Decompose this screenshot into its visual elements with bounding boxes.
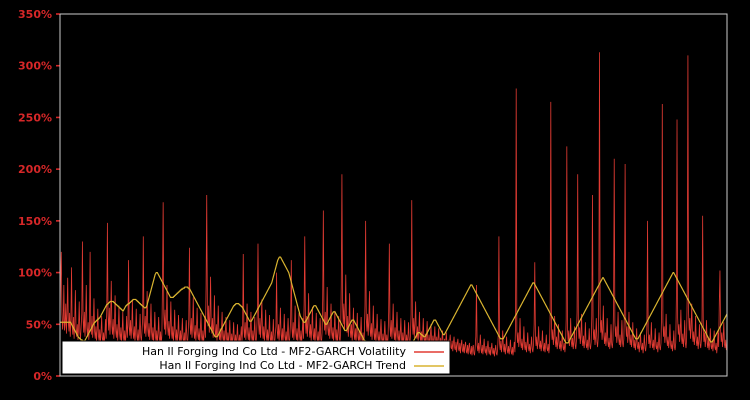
y-axis-tick-label: 100%: [18, 267, 52, 280]
legend-label-volatility: Han Il Forging Ind Co Ltd - MF2-GARCH Vo…: [142, 345, 407, 358]
chart-legend: Han Il Forging Ind Co Ltd - MF2-GARCH Vo…: [61, 340, 451, 375]
series-line-volatility: [59, 52, 728, 357]
y-axis-tick-label: 0%: [33, 370, 52, 383]
y-axis-tick-label: 300%: [18, 60, 52, 73]
legend-label-trend: Han Il Forging Ind Co Ltd - MF2-GARCH Tr…: [159, 359, 406, 372]
y-axis-tick-label: 250%: [18, 111, 52, 124]
plot-axis-frame: [59, 13, 728, 377]
y-axis-tick-label: 350%: [18, 8, 52, 21]
y-axis-tick-labels: 0% 50% 100% 150% 200% 250% 300% 350%: [18, 8, 52, 383]
legend-background: [61, 340, 451, 375]
y-axis-tick-label: 200%: [18, 163, 52, 176]
y-axis-tick-marks: [56, 13, 60, 377]
y-axis-tick-label: 50%: [26, 318, 52, 331]
y-axis-tick-label: 150%: [18, 215, 52, 228]
